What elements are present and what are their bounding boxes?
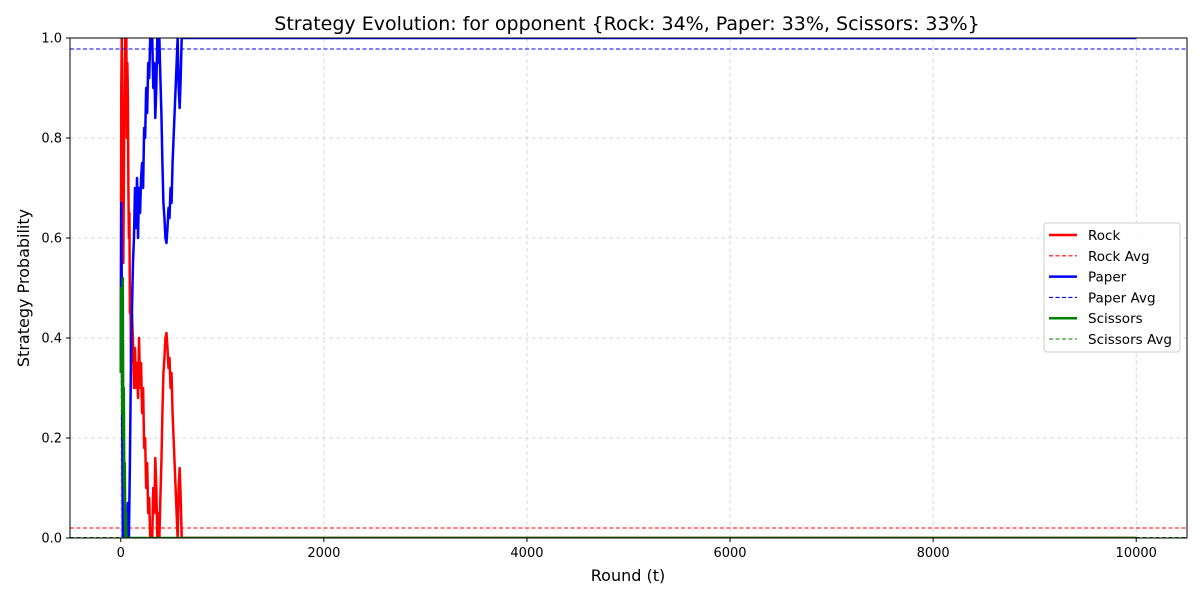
axis-ticks: 0 2000 4000 6000 8000 10000 0.0 0.2 0.4 0.6 0.8 1.0	[41, 32, 1157, 562]
chart-title: Strategy Evolution: for opponent {Rock: …	[274, 13, 979, 35]
series-line-rock	[119, 38, 1137, 538]
legend: Rock Rock Avg Paper Paper Avg Scissors Scisso…	[1043, 222, 1181, 353]
y-tick-label: 0.8	[41, 132, 62, 147]
y-tick-label: 0.2	[41, 432, 62, 447]
legend-label-scissors-avg: Scissors Avg	[1088, 332, 1172, 348]
legend-label-paper-avg: Paper Avg	[1088, 290, 1156, 306]
y-tick-label: 0.0	[41, 532, 62, 547]
x-tick-label: 0	[117, 546, 125, 561]
x-tick-label: 6000	[713, 546, 746, 561]
x-tick-label: 2000	[307, 546, 340, 561]
grid	[70, 37, 1187, 539]
plot-frame	[69, 37, 1188, 539]
series-line-paper	[119, 38, 1137, 538]
series-line-scissors	[119, 276, 1137, 538]
y-tick-label: 0.4	[41, 332, 62, 347]
x-tick-label: 8000	[917, 546, 950, 561]
x-tick-label: 10000	[1116, 546, 1157, 561]
x-tick-label: 4000	[510, 546, 543, 561]
y-tick-label: 0.6	[41, 232, 62, 247]
legend-label-scissors: Scissors	[1088, 311, 1143, 327]
y-axis-label: Strategy Probability	[14, 209, 33, 367]
x-axis-label: Round (t)	[591, 566, 665, 585]
legend-label-paper: Paper	[1088, 270, 1127, 286]
legend-label-rock: Rock	[1088, 228, 1120, 244]
y-tick-label: 1.0	[41, 32, 62, 47]
legend-box	[1043, 222, 1181, 353]
legend-label-rock-avg: Rock Avg	[1088, 249, 1150, 265]
